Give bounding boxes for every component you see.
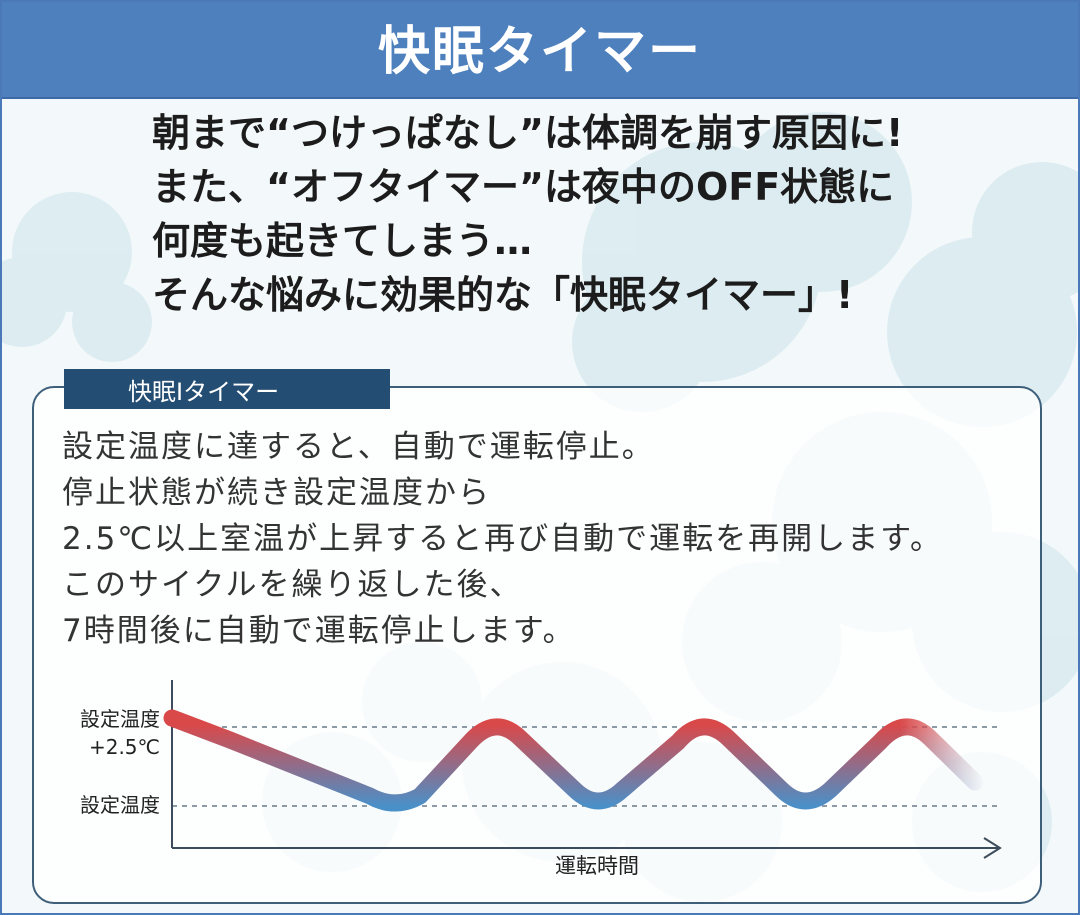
panel-description: 設定温度に達すると、自動で運転停止。 停止状態が続き設定温度から 2.5℃以上室… xyxy=(62,424,1052,654)
header-bar: 快眠タイマー xyxy=(2,2,1078,99)
y-label-upper-line2: +2.5℃ xyxy=(89,735,160,759)
panel-line: 2.5℃以上室温が上昇すると再び自動で運転を再開します。 xyxy=(62,521,944,557)
panel-line: 停止状態が続き設定温度から xyxy=(62,475,491,511)
intro-text: 朝まで“つけっぱなし”は体調を崩す原因に! また、“オフタイマー”は夜中のOFF… xyxy=(152,106,1052,322)
y-label-lower: 設定温度 xyxy=(80,793,160,817)
intro-line: そんな悩みに効果的な「快眠タイマー」! xyxy=(152,273,854,317)
intro-line: 朝まで“つけっぱなし”は体調を崩す原因に! xyxy=(152,111,904,155)
x-axis-arrowhead xyxy=(983,837,1002,859)
y-label-upper-line1: 設定温度 xyxy=(80,707,160,731)
intro-line: 何度も起きてしまう… xyxy=(152,219,533,263)
temperature-curve xyxy=(163,709,984,812)
intro-line: また、“オフタイマー”は夜中のOFF状態に xyxy=(152,165,895,209)
panel-line: 設定温度に達すると、自動で運転停止。 xyxy=(62,429,655,465)
x-axis-label: 運転時間 xyxy=(555,854,639,878)
panel-line: このサイクルを繰り返した後、 xyxy=(62,567,523,603)
panel-tab-label: 快眠Ⅰタイマー xyxy=(64,369,390,409)
timer-explanation-panel xyxy=(32,386,1042,904)
panel-line: 7時間後に自動で運転停止します。 xyxy=(62,613,576,649)
page-title: 快眠タイマー xyxy=(377,22,702,82)
